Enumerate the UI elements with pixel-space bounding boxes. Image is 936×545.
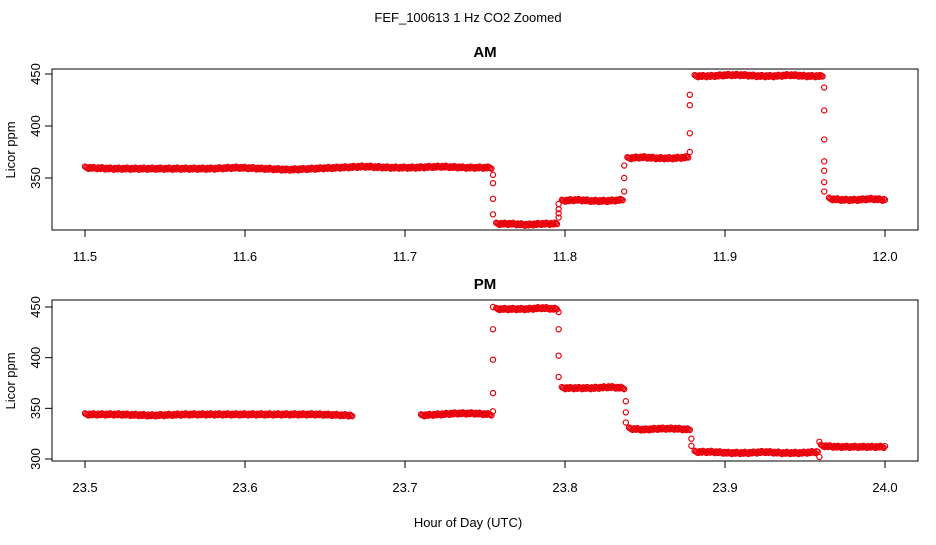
am-data-point: [881, 196, 889, 204]
figure-title: FEF_100613 1 Hz CO2 Zoomed: [374, 10, 561, 25]
am-transition-point: [821, 136, 828, 143]
am-data-point: [819, 73, 826, 80]
pm-transition-point: [688, 435, 695, 442]
pm-transition-point: [555, 373, 562, 381]
am-data-point: [553, 220, 561, 228]
pm-data-point: [621, 385, 628, 393]
am-transition-point: [489, 171, 497, 179]
panel-pm-axes: 23.5 23.6 23.7 23.8 23.9 24.0 300 350 400 450: [28, 296, 898, 495]
pm-data-point: [686, 426, 694, 434]
pm-transition-point: [816, 438, 823, 445]
am-transition-point: [621, 162, 628, 169]
am-transition-point: [555, 214, 562, 221]
pm-y-tick-label: 400: [28, 347, 43, 369]
pm-transition-point: [489, 303, 497, 311]
am-transition-point: [621, 174, 628, 182]
pm-transition-point: [489, 356, 497, 363]
pm-x-tick-label: 23.7: [392, 480, 417, 495]
am-y-tick-label: 400: [28, 115, 43, 137]
am-transition-point: [489, 179, 497, 187]
am-transition-point: [489, 195, 497, 202]
panel-am-points: [81, 70, 889, 229]
panel-pm-title: PM: [474, 276, 497, 293]
panel-pm-points: [81, 303, 889, 461]
panel-pm: PM Licor ppm 23.5 23.6 23.7 23.8 23.9 24.0 300…: [3, 276, 919, 495]
am-y-tick-label: 450: [28, 63, 43, 85]
panel-am-title: AM: [473, 44, 496, 61]
am-transition-point: [686, 91, 694, 99]
pm-transition-point: [489, 389, 497, 397]
panel-am: AM Licor ppm 11.5 11.6 11.7 11.8 11.9 12.0 350…: [3, 44, 919, 264]
am-y-tick-label: 350: [28, 167, 43, 189]
am-data-point: [685, 154, 692, 161]
am-transition-point: [821, 84, 828, 91]
pm-x-tick-label: 23.9: [712, 480, 737, 495]
am-transition-point: [555, 210, 562, 217]
panel-pm-ylabel: Licor ppm: [3, 352, 18, 409]
pm-transition-point: [555, 326, 562, 333]
panel-am-frame: [51, 68, 919, 231]
am-transition-point: [555, 200, 562, 208]
am-transition-point: [821, 167, 828, 174]
am-transition-point: [686, 101, 694, 109]
am-transition-point: [821, 107, 828, 114]
pm-transition-point: [489, 408, 497, 415]
am-x-tick-label: 11.7: [393, 249, 417, 264]
am-transition-point: [686, 148, 694, 156]
pm-data-point: [881, 442, 889, 450]
pm-transition-point: [622, 409, 630, 416]
pm-x-tick-label: 23.6: [232, 480, 257, 495]
am-x-tick-label: 11.9: [713, 249, 737, 264]
am-transition-point: [686, 130, 694, 137]
pm-transition-point: [816, 453, 823, 461]
am-data-point: [619, 196, 626, 204]
panel-am-axes: 11.5 11.6 11.7 11.8 11.9 12.0 350 400 450: [28, 63, 898, 264]
pm-x-tick-label: 24.0: [872, 480, 897, 495]
am-transition-point: [621, 188, 628, 195]
pm-transition-point: [622, 398, 630, 405]
am-transition-point: [821, 188, 828, 195]
pm-x-tick-label: 23.5: [72, 480, 97, 495]
am-transition-point: [489, 211, 497, 218]
am-data-point: [488, 165, 495, 172]
x-axis-label: Hour of Day (UTC): [414, 515, 522, 530]
am-x-tick-label: 11.6: [233, 249, 257, 264]
panel-pm-frame: [51, 299, 919, 462]
pm-x-tick-label: 23.8: [552, 480, 577, 495]
pm-transition-point: [555, 352, 562, 359]
pm-transition-point: [555, 308, 562, 316]
panel-am-ylabel: Licor ppm: [3, 121, 18, 178]
pm-transition-point: [489, 326, 497, 333]
am-x-tick-label: 12.0: [872, 249, 897, 264]
pm-transition-point: [688, 442, 695, 450]
pm-y-tick-label: 300: [28, 448, 43, 470]
am-x-tick-label: 11.5: [73, 249, 97, 264]
am-x-tick-label: 11.8: [553, 249, 577, 264]
am-transition-point: [821, 178, 828, 186]
pm-transition-point: [622, 419, 630, 426]
pm-y-tick-label: 450: [28, 296, 43, 318]
pm-data-point: [349, 412, 356, 420]
am-transition-point: [821, 158, 828, 165]
pm-y-tick-label: 350: [28, 397, 43, 419]
